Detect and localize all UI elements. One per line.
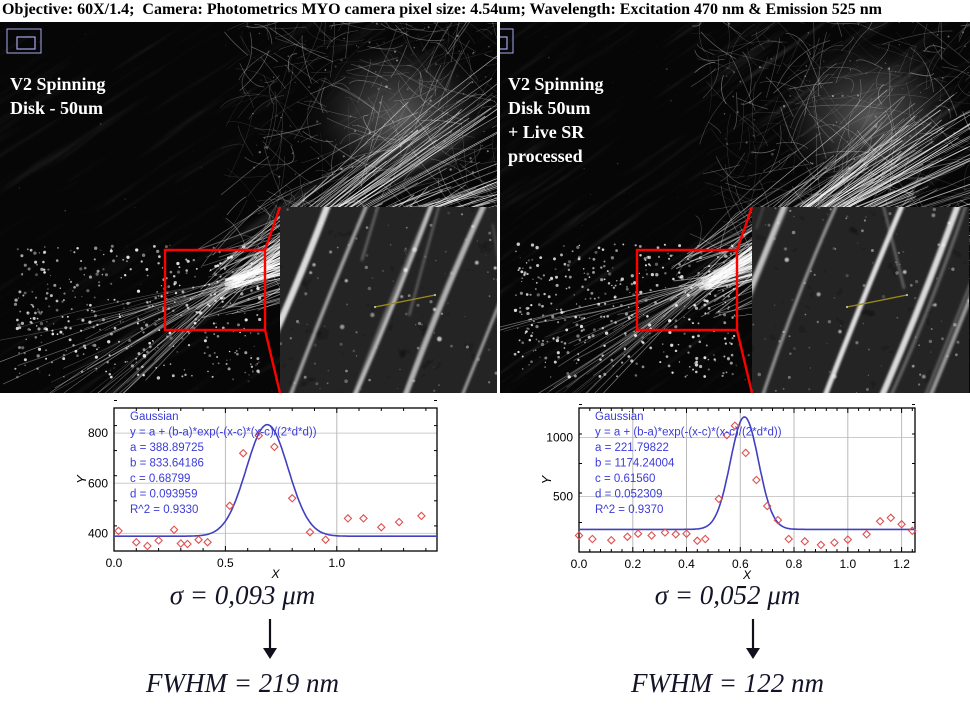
svg-text:d = 0.093959: d = 0.093959 xyxy=(130,489,197,501)
svg-text:Y: Y xyxy=(539,474,554,484)
svg-text:500: 500 xyxy=(553,490,573,504)
svg-text:b = 1174.24004: b = 1174.24004 xyxy=(595,458,675,470)
svg-text:1.0: 1.0 xyxy=(839,557,856,571)
svg-text:0.5: 0.5 xyxy=(217,556,234,570)
svg-text:Y: Y xyxy=(74,474,89,484)
svg-text:800: 800 xyxy=(88,426,108,440)
svg-text:0.2: 0.2 xyxy=(624,557,641,571)
svg-text:a = 221.79822: a = 221.79822 xyxy=(595,442,669,454)
svg-text:0.0: 0.0 xyxy=(571,557,588,571)
svg-text:X: X xyxy=(270,567,280,581)
svg-text:1000: 1000 xyxy=(546,431,573,445)
svg-text:R^2 = 0.9370: R^2 = 0.9370 xyxy=(595,504,663,516)
svg-text:600: 600 xyxy=(88,476,108,490)
svg-text:c = 0.68799: c = 0.68799 xyxy=(130,473,190,485)
svg-text:c = 0.61560: c = 0.61560 xyxy=(595,473,655,485)
svg-text:0.4: 0.4 xyxy=(678,557,695,571)
svg-text:1.0: 1.0 xyxy=(328,556,345,570)
svg-text:b = 833.64186: b = 833.64186 xyxy=(130,458,204,470)
svg-text:400: 400 xyxy=(88,526,108,540)
svg-text:y = a + (b-a)*exp(-(x-c)*(x-c): y = a + (b-a)*exp(-(x-c)*(x-c)/(2*d*d)) xyxy=(130,427,317,439)
svg-text:a = 388.89725: a = 388.89725 xyxy=(130,442,204,454)
svg-text:Gaussian: Gaussian xyxy=(130,411,179,423)
svg-text:y = a + (b-a)*exp(-(x-c)*(x-c): y = a + (b-a)*exp(-(x-c)*(x-c)/(2*d*d)) xyxy=(595,427,782,439)
svg-text:Gaussian: Gaussian xyxy=(595,411,644,423)
svg-text:1.2: 1.2 xyxy=(893,557,910,571)
svg-text:R^2 = 0.9330: R^2 = 0.9330 xyxy=(130,504,198,516)
svg-text:d = 0.052309: d = 0.052309 xyxy=(595,489,662,501)
svg-text:0.8: 0.8 xyxy=(786,557,803,571)
svg-text:0.0: 0.0 xyxy=(106,556,123,570)
